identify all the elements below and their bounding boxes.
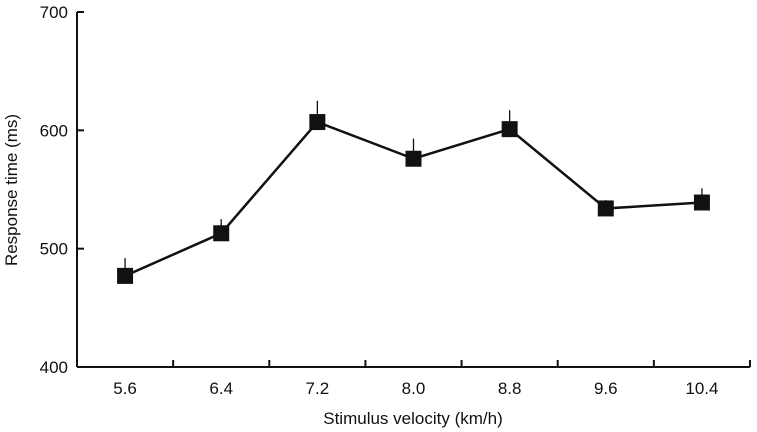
data-point-marker: [693, 194, 710, 211]
x-tick-label: 8.8: [498, 379, 522, 398]
data-point-marker: [597, 200, 614, 217]
x-tick-label: 7.2: [306, 379, 330, 398]
error-bars: [124, 100, 703, 276]
y-tick-label: 700: [40, 3, 68, 22]
data-point-marker: [117, 267, 134, 284]
y-tick-label: 600: [40, 121, 68, 140]
data-point-marker: [309, 114, 326, 131]
x-tick-label: 9.6: [594, 379, 618, 398]
x-tick-label: 5.6: [113, 379, 137, 398]
x-tick-label: 8.0: [402, 379, 426, 398]
y-ticks: 400 500 600 700: [40, 3, 84, 377]
y-tick-label: 500: [40, 240, 68, 259]
data-point-marker: [501, 121, 518, 138]
data-point-marker: [213, 225, 230, 242]
x-tick-label: 6.4: [209, 379, 233, 398]
data-point-marker: [405, 150, 422, 167]
markers: [117, 114, 710, 284]
x-ticks: 5.6 6.4 7.2 8.0 8.8 9.6 10.4: [113, 360, 751, 398]
x-tick-label: 10.4: [685, 379, 718, 398]
y-axis-title: Response time (ms): [2, 114, 21, 266]
x-axis-title: Stimulus velocity (km/h): [323, 409, 502, 428]
y-tick-label: 400: [40, 358, 68, 377]
axes: [76, 12, 750, 368]
